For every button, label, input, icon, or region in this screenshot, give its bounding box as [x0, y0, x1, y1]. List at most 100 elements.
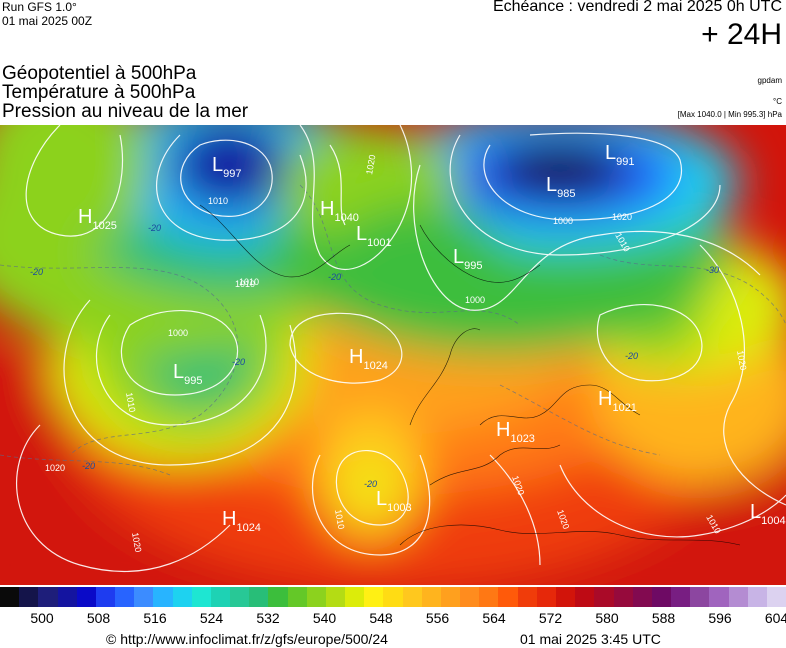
scale-tick-label: 572: [538, 610, 563, 626]
temperature-label: -20: [328, 272, 341, 282]
temperature-label: -20: [30, 267, 43, 277]
color-scale-cell: [95, 587, 116, 607]
unit-geopotential: gpdam: [757, 76, 782, 85]
color-scale-cell: [479, 587, 499, 607]
high-pressure-center: H1024: [349, 346, 388, 372]
color-scale-cell: [594, 587, 614, 607]
color-scale-cell: [115, 587, 135, 607]
color-scale-cell: [498, 587, 518, 607]
unit-temperature: °C: [773, 97, 782, 106]
isobar-label: 1000: [465, 295, 485, 305]
low-pressure-center: L995: [173, 361, 202, 387]
temperature-label: -20: [82, 461, 95, 471]
color-scale-bar: [0, 587, 786, 607]
low-pressure-center: L997: [212, 154, 241, 180]
high-pressure-center: H1023: [496, 419, 535, 445]
color-scale-cell: [421, 587, 441, 607]
color-scale-cell: [651, 587, 672, 607]
scale-tick-label: 508: [86, 610, 111, 626]
color-scale-cell: [690, 587, 710, 607]
scale-tick-label: 596: [708, 610, 732, 626]
color-scale-cell: [268, 587, 288, 607]
color-scale-cell: [287, 587, 307, 607]
color-scale-cell: [134, 587, 154, 607]
isobar-label: 1010: [124, 392, 137, 413]
low-pressure-center: L1003: [376, 488, 412, 514]
isobar-label: 1010: [239, 277, 259, 287]
scale-tick-label: 580: [595, 610, 619, 626]
weather-map: L997 L991 L985 H1025 H1040 L1001 L995 L9…: [0, 125, 786, 585]
color-scale-cell: [325, 587, 346, 607]
color-scale-cell: [402, 587, 422, 607]
color-scale-ticks: 500 508 516 524 532 540 548 556 564 572 580 588 596 6…: [0, 610, 786, 628]
high-pressure-center: H1024: [222, 508, 261, 534]
title-temperature: Température à 500hPa: [2, 82, 196, 103]
temperature-label: -20: [364, 479, 377, 489]
forecast-valid-time: Echéance : vendredi 2 mai 2025 0h UTC: [492, 0, 782, 15]
color-scale-cell: [709, 587, 729, 607]
scale-tick-label: 516: [143, 610, 167, 626]
color-scale-cell: [460, 587, 480, 607]
color-scale-cell: [440, 587, 461, 607]
scale-tick-label: 524: [199, 610, 224, 626]
color-scale-cell: [728, 587, 748, 607]
low-pressure-center: L995: [453, 246, 482, 272]
color-scale-cell: [632, 587, 652, 607]
temperature-label: -20: [625, 351, 638, 361]
isobar-label: 1020: [45, 463, 65, 473]
isobar-label: 1020: [130, 532, 143, 553]
color-scale-cell: [38, 587, 58, 607]
temperature-label: -20: [148, 223, 161, 233]
high-pressure-center: H1040: [320, 198, 359, 224]
isobar-label: 1010: [333, 509, 346, 530]
temperature-label: -20: [232, 357, 245, 367]
color-scale-cell: [536, 587, 556, 607]
color-scale-cell: [747, 587, 767, 607]
isobar-label: 1020: [364, 154, 377, 175]
color-scale-cell: [306, 587, 326, 607]
scale-tick-label: 604: [764, 610, 786, 626]
title-pressure: Pression au niveau de la mer: [2, 101, 249, 122]
low-pressure-center: L991: [605, 142, 634, 168]
isobar-label: 1010: [235, 279, 255, 289]
scale-tick-label: 556: [425, 610, 450, 626]
scale-tick-label: 532: [256, 610, 280, 626]
high-pressure-center: H1025: [78, 206, 117, 232]
scale-tick-label: 548: [369, 610, 393, 626]
pressure-max-min: [Max 1040.0 | Min 995.3] hPa: [677, 110, 782, 119]
generation-time: 01 mai 2025 3:45 UTC: [520, 631, 661, 647]
temperature-labels: -20 -20 -20 -20 -30 -20 -20 -20: [30, 223, 719, 489]
isobar-label: 1020: [612, 212, 632, 222]
forecast-lead-time: + 24H: [701, 18, 782, 51]
color-scale-cell: [766, 587, 786, 607]
color-scale-cell: [383, 587, 403, 607]
color-scale-cell: [555, 587, 576, 607]
color-scale-cell: [210, 587, 231, 607]
title-geopotential: Géopotentiel à 500hPa: [2, 63, 197, 84]
color-scale-cell: [345, 587, 365, 607]
low-pressure-center: L1001: [356, 223, 392, 249]
run-date: 01 mai 2025 00Z: [2, 14, 93, 28]
isobar-label: 1000: [168, 328, 188, 338]
isobar-label: 1010: [208, 196, 228, 206]
color-scale-cell: [19, 587, 39, 607]
scale-tick-label: 500: [30, 610, 54, 626]
color-scale-cell: [57, 587, 77, 607]
low-pressure-center: L1004: [750, 501, 786, 527]
temperature-label: -30: [706, 265, 719, 275]
low-pressure-center: L985: [546, 174, 575, 200]
run-label: Run GFS 1.0°: [2, 0, 77, 14]
scale-tick-label: 588: [651, 610, 676, 626]
color-scale-cell: [249, 587, 269, 607]
color-scale-cell: [0, 587, 20, 607]
scale-tick-label: 540: [312, 610, 337, 626]
color-scale-cell: [671, 587, 691, 607]
high-pressure-center: H1021: [598, 388, 637, 414]
color-scale-cell: [76, 587, 96, 607]
pressure-centers: L997 L991 L985 H1025 H1040 L1001 L995 L9…: [78, 142, 786, 534]
color-scale-cell: [191, 587, 211, 607]
color-scale-cell: [613, 587, 633, 607]
color-scale-cell: [364, 587, 384, 607]
isobar-label: 1020: [735, 350, 748, 371]
source-url: © http://www.infoclimat.fr/z/gfs/europe/…: [106, 631, 388, 647]
